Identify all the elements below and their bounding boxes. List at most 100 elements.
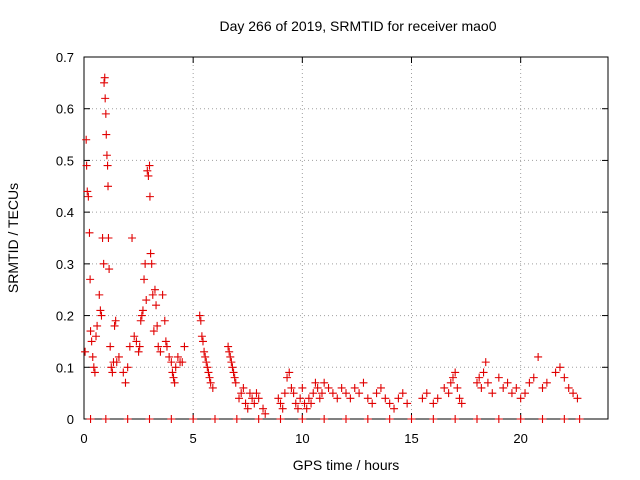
data-point [130, 332, 139, 341]
data-point [198, 337, 207, 346]
data-point [418, 394, 427, 403]
data-point [237, 389, 246, 398]
data-point [112, 358, 121, 367]
data-point [154, 342, 163, 351]
axis-ticks [83, 56, 608, 420]
data-point [82, 135, 91, 144]
data-point [324, 383, 333, 392]
data-point [363, 415, 372, 423]
data-point [298, 383, 307, 392]
data-point [359, 378, 368, 387]
data-point [261, 409, 270, 418]
data-point [503, 378, 512, 387]
data-point [309, 389, 318, 398]
data-point [101, 109, 110, 118]
data-point [206, 378, 215, 387]
data-point [211, 415, 219, 423]
data-point [232, 415, 241, 423]
data-point [93, 321, 102, 330]
data-point [100, 78, 109, 87]
data-point [153, 321, 162, 330]
data-point [167, 358, 176, 367]
data-point [86, 327, 95, 336]
data-point [123, 363, 132, 372]
data-point [457, 399, 466, 408]
data-point [146, 249, 155, 258]
data-point [228, 363, 237, 372]
data-point [320, 378, 329, 387]
data-point [381, 394, 390, 403]
data-point [125, 342, 134, 351]
data-point [313, 383, 322, 392]
data-point [483, 378, 492, 387]
data-point [333, 394, 342, 403]
y-tick-label: 0.7 [56, 50, 74, 65]
data-point [123, 415, 132, 423]
data-point [189, 415, 198, 423]
data-point [560, 373, 569, 382]
data-point [394, 394, 403, 403]
data-point [479, 368, 488, 377]
data-point [156, 347, 165, 356]
data-point [203, 363, 212, 372]
data-point [142, 296, 151, 305]
data-point [103, 161, 112, 170]
data-point [101, 415, 110, 423]
data-point [84, 192, 93, 201]
data-point [173, 352, 182, 361]
data-point [226, 352, 235, 361]
data-point [225, 347, 234, 356]
data-point [89, 363, 98, 372]
data-point [180, 342, 189, 351]
data-point [538, 415, 547, 423]
data-point [138, 306, 147, 315]
data-point [81, 347, 90, 356]
data-point [575, 415, 584, 423]
data-point [453, 383, 462, 392]
data-point [204, 368, 213, 377]
data-point [227, 358, 236, 367]
data-point [86, 275, 95, 284]
data-point [521, 389, 530, 398]
y-tick-label: 0.6 [56, 102, 74, 117]
data-point [150, 285, 159, 294]
y-tick-label: 0.3 [56, 257, 74, 272]
data-point [167, 415, 176, 423]
x-tick-labels: 0 5 10 15 20 [80, 431, 528, 446]
data-point [147, 259, 156, 268]
data-point [407, 415, 416, 423]
data-point [160, 316, 169, 325]
data-point [385, 399, 394, 408]
data-point [274, 394, 283, 403]
data-point [363, 394, 372, 403]
data-point [473, 378, 481, 387]
data-point [499, 383, 508, 392]
data-point [137, 311, 146, 320]
data-point [398, 389, 407, 398]
data-point [276, 399, 285, 408]
data-point [88, 352, 97, 361]
data-point [104, 234, 113, 242]
data-point [149, 327, 158, 336]
x-tick-label: 10 [295, 431, 309, 446]
data-point [564, 383, 573, 392]
data-point [376, 383, 385, 392]
data-point [197, 332, 206, 341]
data-point [178, 358, 187, 367]
data-point [455, 394, 464, 403]
data-point [140, 275, 149, 284]
data-point [293, 404, 302, 413]
data-point [208, 383, 217, 392]
data-points [81, 73, 584, 423]
data-point [516, 394, 525, 403]
x-tick-label: 0 [80, 431, 87, 446]
data-point [201, 352, 210, 361]
data-point [87, 337, 96, 346]
data-point [165, 352, 174, 361]
data-point [390, 404, 399, 413]
data-point [230, 373, 239, 382]
data-point [440, 383, 449, 392]
data-point [92, 332, 101, 341]
data-point [104, 182, 113, 191]
data-point [368, 399, 377, 408]
